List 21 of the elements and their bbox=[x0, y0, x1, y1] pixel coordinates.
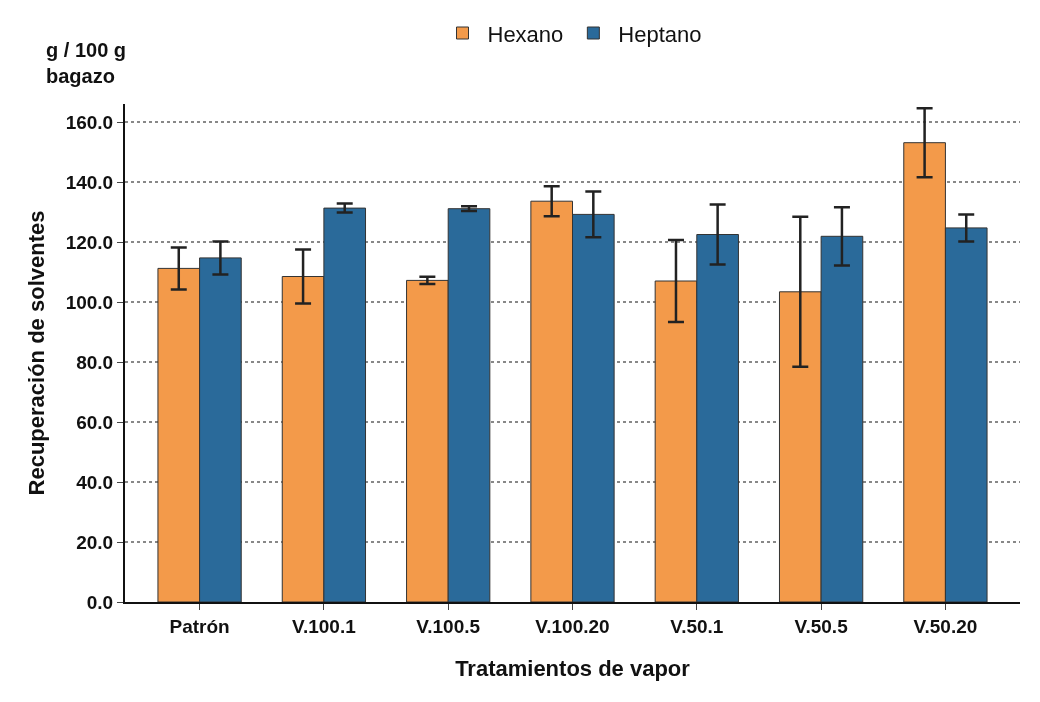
x-tick-label: V.100.5 bbox=[416, 615, 481, 637]
x-tick-label: V.50.1 bbox=[670, 615, 724, 637]
legend-label: Heptano bbox=[618, 21, 702, 47]
y-tick-label: 20.0 bbox=[76, 531, 114, 553]
x-tick-label: V.100.20 bbox=[535, 615, 610, 637]
y-tick-label: 160.0 bbox=[65, 111, 114, 133]
x-tick-label: Patrón bbox=[169, 615, 230, 637]
y-axis-title: Recuperación de solventes bbox=[23, 210, 49, 496]
y-tick-label: 0.0 bbox=[86, 591, 114, 613]
x-tick-label: V.100.1 bbox=[292, 615, 357, 637]
text: g / 100 g bagazo bbox=[46, 39, 127, 87]
x-axis-title: Tratamientos de vapor bbox=[455, 656, 691, 682]
y-tick-label: 120.0 bbox=[65, 231, 114, 253]
y-tick-label: 100.0 bbox=[65, 291, 114, 313]
x-tick-label: V.50.20 bbox=[913, 615, 978, 637]
x-tick-label: V.50.5 bbox=[794, 615, 849, 637]
y-tick-label: 80.0 bbox=[76, 351, 114, 373]
legend-label: Hexano bbox=[487, 21, 564, 47]
y-tick-label: 40.0 bbox=[76, 471, 114, 493]
y-tick-label: 60.0 bbox=[76, 411, 114, 433]
y-tick-label: 140.0 bbox=[65, 171, 114, 193]
